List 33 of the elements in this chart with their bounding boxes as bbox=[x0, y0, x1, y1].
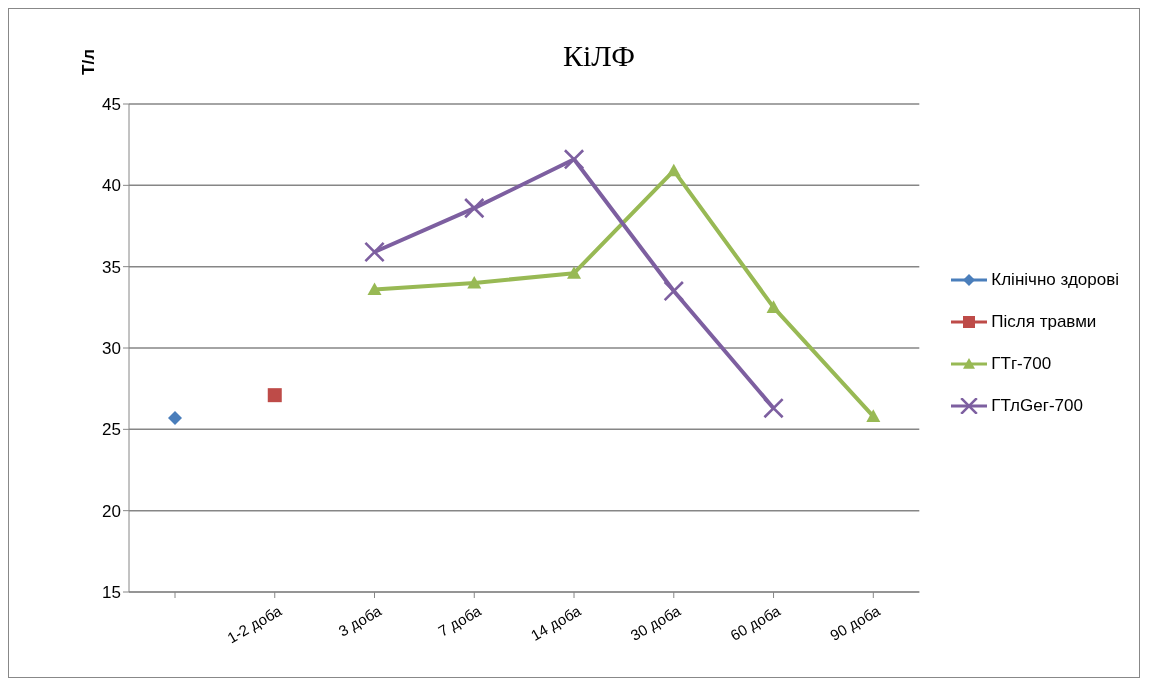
point bbox=[563, 148, 585, 170]
point bbox=[866, 409, 881, 422]
point bbox=[663, 280, 685, 302]
point bbox=[766, 300, 781, 313]
y-tick-label: 35 bbox=[102, 257, 121, 277]
point bbox=[567, 266, 582, 279]
y-tick-label: 45 bbox=[102, 95, 121, 115]
y-axis-title: Т/л bbox=[79, 49, 99, 75]
point bbox=[367, 282, 382, 296]
point bbox=[267, 388, 282, 403]
y-tick-label: 20 bbox=[102, 501, 121, 521]
x-tick-label: 7 доба bbox=[435, 601, 485, 640]
x-tick-label: 3 доба bbox=[335, 601, 385, 640]
point bbox=[364, 241, 385, 263]
point bbox=[168, 410, 182, 425]
y-tick-label: 40 bbox=[102, 176, 121, 196]
point bbox=[463, 197, 485, 219]
x-tick-label: 90 доба bbox=[827, 601, 884, 644]
x-tick-label: 60 доба bbox=[727, 601, 784, 644]
legend-label: ГТлGег-700 bbox=[991, 396, 1083, 416]
point bbox=[666, 163, 681, 177]
legend-label: Після травми bbox=[991, 312, 1097, 332]
y-tick-label: 15 bbox=[102, 583, 121, 603]
legend-label: Клінічно здорові bbox=[991, 270, 1119, 290]
legend-label: ГТг-700 bbox=[991, 354, 1052, 374]
x-tick-label: 30 доба bbox=[627, 601, 684, 644]
y-tick-label: 30 bbox=[102, 339, 121, 359]
y-tick-label: 25 bbox=[102, 420, 121, 440]
chart-title: КіЛФ bbox=[563, 39, 635, 72]
x-tick-label: 14 доба bbox=[527, 601, 585, 644]
x-tick-label: 1-2 доба bbox=[224, 601, 285, 647]
point bbox=[763, 397, 784, 419]
point bbox=[467, 275, 482, 289]
